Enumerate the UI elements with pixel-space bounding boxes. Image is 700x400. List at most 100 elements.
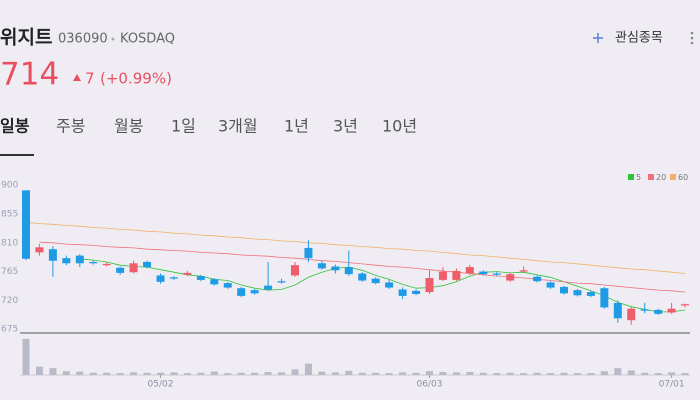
price: 714 [0,57,59,93]
candle-body [183,272,192,275]
volume-bar [76,371,84,375]
volume-bar [372,372,380,375]
candle-body [412,290,421,294]
candle-body [640,309,649,311]
candle-body [48,249,57,261]
volume-bar [614,368,622,375]
candle-body [75,255,84,264]
candle-body [560,286,568,294]
volume-bar [654,373,662,375]
change-percent: (+0.99%) [100,70,172,88]
legend-label: 5 [636,173,641,182]
volume-bar [103,372,111,375]
volume-bar [89,372,97,375]
candle-body [317,263,326,269]
volume-bar [412,372,420,375]
candle-body [600,288,609,308]
period-tab[interactable]: 1년 [284,117,309,136]
volume-bar [157,372,164,375]
volume-bar [560,372,568,375]
period-tab[interactable]: 3개월 [218,117,258,136]
volume-bar [587,373,595,375]
volume-bar [439,371,447,375]
volume-bar [197,372,205,375]
x-tick-label: 05/02 [148,380,174,390]
candle-body [331,266,340,271]
period-tabs: 일봉 주봉 월봉 1일 3개월 1년 3년 10년 [0,117,417,136]
candle-body [250,290,259,294]
y-tick-label: 765 [1,267,18,277]
x-tick-label: 06/03 [417,380,443,390]
candle-body [264,285,273,290]
candle-body [533,276,542,282]
volume-bar [493,373,501,375]
candle-body [398,289,407,296]
period-tab[interactable]: 3년 [333,117,358,136]
candle-body [22,190,30,259]
legend-label: 60 [678,173,688,182]
volume-bar [426,371,433,375]
volume-bar [210,371,218,375]
candle-body [89,261,98,264]
market: KOSDAQ [120,32,175,47]
watch-label[interactable]: 관심종목 [615,31,663,46]
y-tick-label: 675 [1,325,18,335]
volume-bar [22,338,30,375]
volume-bar [681,373,689,375]
volume-bar [547,373,555,375]
candle-body [371,278,380,284]
stock-code: 036090 [58,32,108,47]
volume-bar [291,369,299,375]
candle-body [492,273,501,275]
candle-body [129,263,138,273]
candle-body [573,290,582,296]
candle-body [169,277,178,279]
volume-bar [520,373,528,375]
candle-body [304,247,313,259]
volume-bar [116,373,124,375]
period-tab[interactable]: 주봉 [56,117,85,136]
candle-body [277,281,286,283]
x-tick-label: 07/01 [659,380,685,390]
volume-bar [331,372,339,375]
period-tab[interactable]: 1일 [171,117,196,136]
candle-body [425,277,434,293]
candle-body [291,265,299,276]
volume-bar [399,372,407,375]
candle-body [438,271,447,280]
volume-bar [49,368,57,375]
period-tab[interactable]: 일봉 [0,117,30,136]
candle-body [519,270,528,272]
volume-bar [318,371,326,375]
candle-body [479,271,488,275]
volume-bar [533,372,541,375]
candle-body [210,279,219,285]
legend-swatch [648,174,654,180]
plus-icon [593,33,603,43]
y-tick-label: 810 [1,238,18,248]
watch-button[interactable]: 관심종목 [593,31,663,46]
moving-average-line [39,241,686,293]
volume-bar [35,366,43,375]
period-tab[interactable]: 10년 [382,117,417,136]
volume-bar [573,373,581,375]
candle-body [586,292,595,296]
volume-bar [452,372,460,375]
candle-body [667,308,676,313]
candle-body [223,283,232,288]
volume-bar [668,372,676,375]
volume-bar [224,373,232,375]
volume-bar [62,371,70,375]
candle-body [358,273,367,281]
candle-body [465,267,474,274]
volume-bar [600,371,608,375]
volume-bar [466,371,474,375]
more-menu[interactable] [690,31,694,45]
period-tab[interactable]: 월봉 [114,117,143,136]
candle-body [654,309,663,314]
volume-bar [143,372,151,375]
candle-body [116,267,125,273]
dot [690,41,694,45]
stock-name: 위지트 [0,27,52,49]
